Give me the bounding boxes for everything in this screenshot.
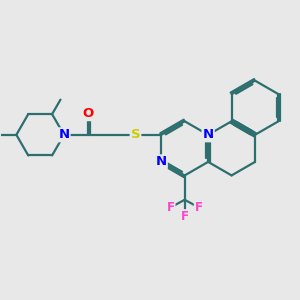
Text: N: N [156, 155, 167, 168]
Text: N: N [58, 128, 70, 141]
Text: S: S [131, 128, 140, 141]
Text: O: O [82, 107, 94, 120]
Text: F: F [195, 201, 203, 214]
Text: N: N [202, 128, 214, 141]
Text: F: F [167, 201, 175, 214]
Text: F: F [181, 210, 189, 223]
